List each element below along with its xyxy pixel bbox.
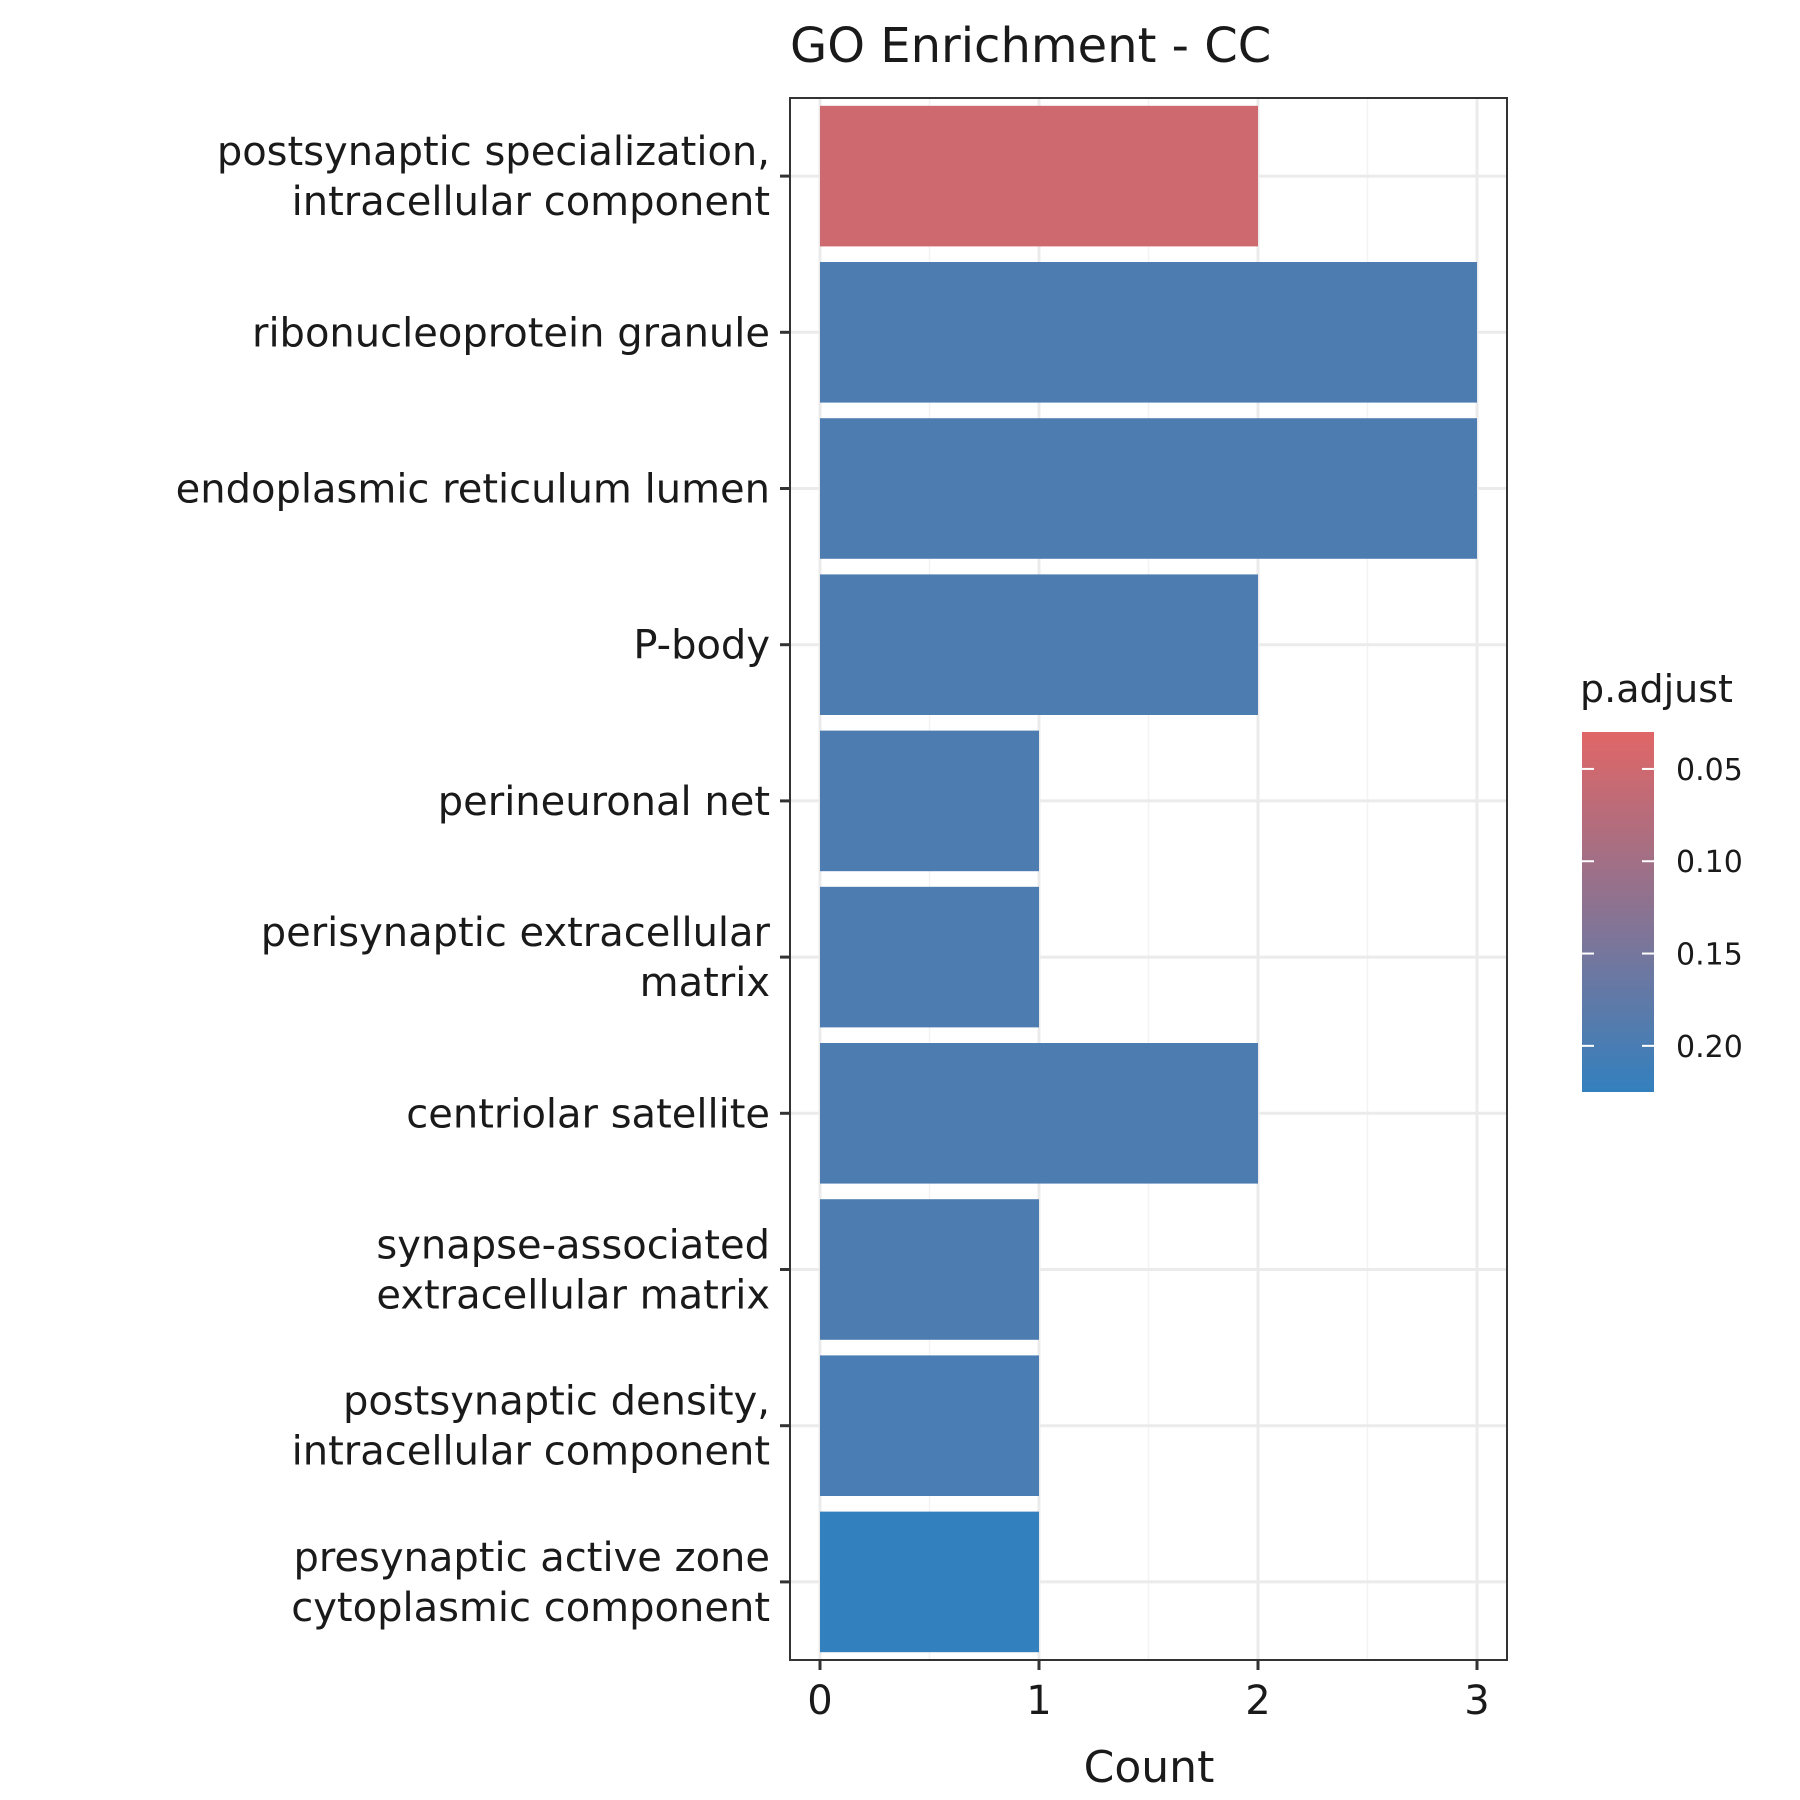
legend-title: p.adjust bbox=[1580, 667, 1733, 711]
category-label: centriolar satellite bbox=[406, 1091, 770, 1137]
colorbar-tick-label: 0.10 bbox=[1676, 845, 1743, 880]
bar bbox=[820, 418, 1477, 559]
bar bbox=[820, 1199, 1039, 1340]
y-axis: postsynaptic specialization, intracellula… bbox=[176, 129, 790, 1631]
bar bbox=[820, 1355, 1039, 1496]
bars bbox=[820, 105, 1477, 1653]
category-label: perisynaptic extracellular matrix bbox=[261, 910, 771, 1006]
bar bbox=[820, 574, 1258, 715]
colorbar bbox=[1582, 732, 1654, 1092]
legend: p.adjust 0.05 0.10 0.15 0.20 bbox=[1580, 667, 1743, 1092]
colorbar-tick-label: 0.15 bbox=[1676, 938, 1743, 973]
x-axis-title: Count bbox=[1084, 1742, 1215, 1793]
category-label: P-body bbox=[633, 623, 770, 669]
x-tick-label: 0 bbox=[807, 1678, 832, 1724]
bar bbox=[820, 1511, 1039, 1653]
colorbar-ticks: 0.05 0.10 0.15 0.20 bbox=[1582, 753, 1743, 1065]
category-label: ribonucleoprotein granule bbox=[252, 310, 770, 356]
category-label: postsynaptic density, intracellular compo… bbox=[292, 1379, 770, 1475]
bar bbox=[820, 886, 1039, 1028]
colorbar-tick-label: 0.05 bbox=[1676, 753, 1743, 788]
category-label: presynaptic active zone cytoplasmic compo… bbox=[291, 1535, 770, 1631]
colorbar-tick-label: 0.20 bbox=[1676, 1030, 1743, 1065]
bar bbox=[820, 730, 1039, 872]
bar bbox=[820, 262, 1477, 403]
category-label: synapse-associated extracellular matrix bbox=[376, 1223, 770, 1319]
chart-title: GO Enrichment - CC bbox=[790, 18, 1271, 74]
plot-panel bbox=[789, 97, 1508, 1661]
category-label: postsynaptic specialization, intracellula… bbox=[217, 129, 770, 225]
x-tick-label: 3 bbox=[1464, 1678, 1489, 1724]
x-tick-label: 1 bbox=[1026, 1678, 1051, 1724]
x-tick-label: 2 bbox=[1245, 1678, 1270, 1724]
bar bbox=[820, 105, 1258, 247]
category-label: perineuronal net bbox=[438, 779, 770, 825]
x-axis: 0 1 2 3 bbox=[807, 1660, 1490, 1724]
bar bbox=[820, 1043, 1258, 1184]
category-label: endoplasmic reticulum lumen bbox=[176, 467, 770, 513]
